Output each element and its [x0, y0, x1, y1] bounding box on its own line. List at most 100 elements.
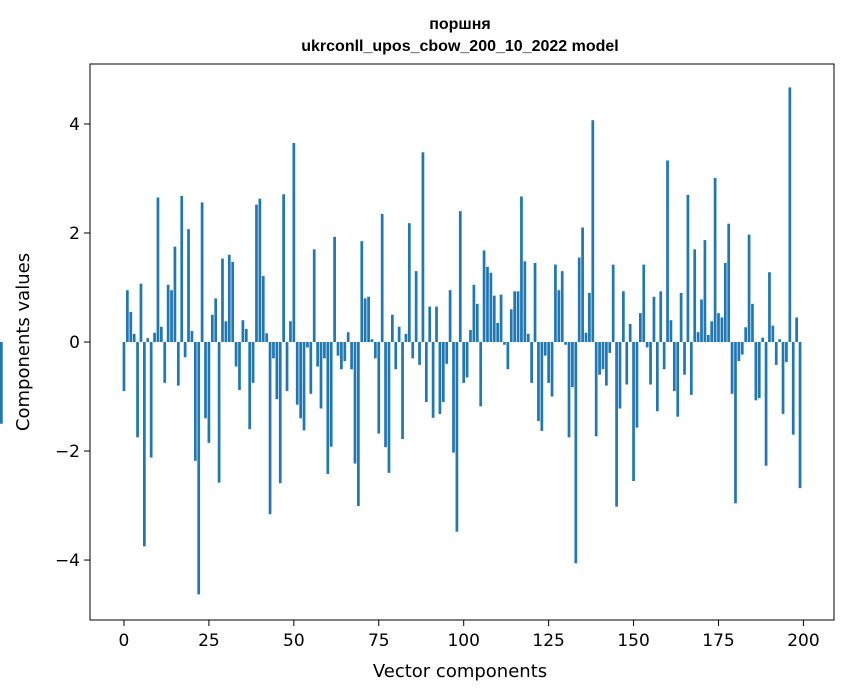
- bar: [588, 292, 591, 342]
- bar: [316, 342, 319, 367]
- bar: [122, 342, 126, 392]
- bar: [591, 120, 595, 343]
- bar: [791, 342, 795, 435]
- bar: [197, 342, 201, 595]
- chart-subtitle: ukrconll_upos_cbow_200_10_2022 model: [301, 38, 618, 55]
- bar: [353, 342, 357, 464]
- bar: [696, 332, 700, 342]
- bar: [129, 312, 133, 342]
- bar: [231, 261, 235, 342]
- bar: [431, 342, 435, 418]
- bar: [302, 342, 306, 431]
- bar: [571, 342, 574, 388]
- bar: [238, 342, 241, 390]
- bar: [268, 342, 272, 515]
- bar: [146, 338, 150, 342]
- bar: [550, 342, 554, 397]
- bar: [540, 342, 544, 431]
- bar: [156, 197, 160, 342]
- bar: [547, 342, 550, 383]
- bar: [740, 342, 744, 355]
- bar: [170, 290, 173, 342]
- bar: [153, 332, 156, 342]
- bar: [700, 299, 703, 342]
- x-tick-label: 100: [447, 631, 479, 651]
- bar: [343, 342, 347, 362]
- bar: [598, 342, 601, 375]
- bar: [523, 261, 527, 342]
- bar: [679, 292, 683, 342]
- x-tick-label: 0: [119, 631, 130, 651]
- bar: [730, 342, 734, 394]
- bar: [757, 342, 761, 399]
- bar: [326, 342, 330, 474]
- bar: [771, 325, 775, 342]
- bar: [340, 342, 343, 370]
- bar: [180, 195, 184, 342]
- bar: [441, 342, 445, 402]
- bar: [689, 342, 693, 395]
- bars-group: [0, 87, 802, 595]
- bar: [506, 342, 510, 370]
- bar: [720, 317, 724, 342]
- bar: [458, 211, 462, 342]
- bar: [503, 342, 506, 345]
- bar: [275, 342, 279, 400]
- bar: [737, 342, 741, 362]
- bar: [509, 309, 513, 342]
- bar: [537, 342, 540, 422]
- bar: [387, 342, 391, 473]
- bar: [401, 342, 404, 440]
- bar: [397, 326, 401, 342]
- bar: [166, 284, 170, 342]
- bar: [350, 342, 353, 370]
- bar: [278, 342, 282, 484]
- bar: [686, 194, 690, 342]
- bar: [516, 291, 520, 342]
- bar: [659, 291, 663, 342]
- bar: [717, 313, 720, 342]
- bar: [489, 272, 493, 342]
- bar: [492, 295, 496, 342]
- bar: [289, 321, 292, 342]
- x-tick-label: 75: [368, 631, 390, 651]
- bar: [472, 284, 476, 342]
- y-axis-ticks: −4 −2 0 2 4: [55, 115, 90, 571]
- bar: [438, 342, 442, 414]
- bar: [363, 298, 367, 342]
- bar: [788, 87, 792, 342]
- bar: [567, 342, 571, 438]
- y-tick-label: 2: [69, 224, 80, 244]
- bar: [761, 337, 765, 342]
- chart-title: поршня: [429, 16, 491, 33]
- bar: [193, 342, 197, 461]
- bar: [584, 332, 588, 342]
- bar: [309, 342, 313, 394]
- bar: [143, 342, 146, 547]
- bar: [747, 234, 751, 342]
- bar: [418, 342, 421, 365]
- x-axis-label: Vector components: [373, 661, 547, 682]
- x-tick-label: 25: [198, 631, 220, 651]
- bar: [319, 342, 323, 409]
- bar: [594, 342, 598, 437]
- y-tick-label: 4: [69, 115, 80, 135]
- bar: [384, 342, 387, 448]
- bar: [173, 246, 177, 342]
- bar: [285, 342, 289, 392]
- bar: [608, 342, 612, 353]
- bar: [210, 314, 214, 342]
- bar: [554, 264, 557, 342]
- bar: [469, 330, 472, 342]
- bar: [574, 342, 578, 564]
- bar: [394, 342, 398, 370]
- bar: [693, 249, 697, 342]
- bar: [424, 342, 428, 402]
- bar: [323, 342, 326, 359]
- bar: [557, 290, 561, 342]
- bar: [207, 342, 211, 443]
- bar: [744, 327, 748, 342]
- bar: [421, 152, 425, 342]
- bar: [404, 333, 408, 342]
- bar: [312, 249, 316, 342]
